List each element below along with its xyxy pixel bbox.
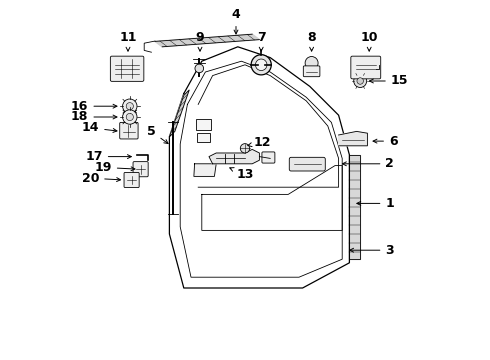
Text: 20: 20	[82, 172, 121, 185]
FancyBboxPatch shape	[110, 56, 144, 81]
Text: 8: 8	[307, 31, 316, 51]
Text: 14: 14	[82, 121, 117, 134]
Text: 4: 4	[232, 8, 241, 34]
Text: 6: 6	[373, 135, 397, 148]
Bar	[196, 119, 211, 130]
Polygon shape	[155, 34, 259, 47]
Circle shape	[122, 99, 137, 113]
FancyBboxPatch shape	[262, 152, 275, 163]
Circle shape	[305, 57, 318, 69]
Text: 16: 16	[71, 100, 117, 113]
Text: 15: 15	[369, 75, 408, 87]
Text: 10: 10	[361, 31, 378, 51]
FancyBboxPatch shape	[351, 56, 381, 79]
Polygon shape	[209, 149, 259, 164]
FancyBboxPatch shape	[120, 122, 138, 139]
Circle shape	[126, 103, 133, 110]
Circle shape	[354, 75, 367, 87]
Circle shape	[357, 78, 364, 84]
Text: 3: 3	[350, 244, 394, 257]
Circle shape	[195, 64, 204, 73]
Circle shape	[126, 113, 133, 121]
Text: 13: 13	[230, 168, 254, 181]
Circle shape	[240, 144, 250, 153]
Polygon shape	[194, 164, 216, 176]
Text: 2: 2	[343, 157, 394, 170]
Text: 9: 9	[196, 31, 204, 51]
Text: 7: 7	[257, 31, 266, 51]
Text: 1: 1	[357, 197, 394, 210]
Text: 19: 19	[95, 161, 135, 174]
Polygon shape	[170, 90, 189, 137]
FancyBboxPatch shape	[133, 162, 148, 177]
FancyBboxPatch shape	[303, 66, 320, 77]
Polygon shape	[339, 131, 368, 146]
FancyBboxPatch shape	[124, 172, 139, 188]
Text: 18: 18	[71, 111, 117, 123]
Text: 5: 5	[147, 125, 168, 144]
Text: 12: 12	[248, 136, 271, 149]
Circle shape	[122, 110, 137, 124]
Circle shape	[251, 55, 271, 75]
Text: 11: 11	[119, 31, 137, 51]
Polygon shape	[349, 155, 360, 259]
FancyBboxPatch shape	[289, 157, 325, 171]
Circle shape	[255, 59, 267, 71]
Bar	[197, 133, 210, 142]
Text: 17: 17	[85, 150, 131, 163]
